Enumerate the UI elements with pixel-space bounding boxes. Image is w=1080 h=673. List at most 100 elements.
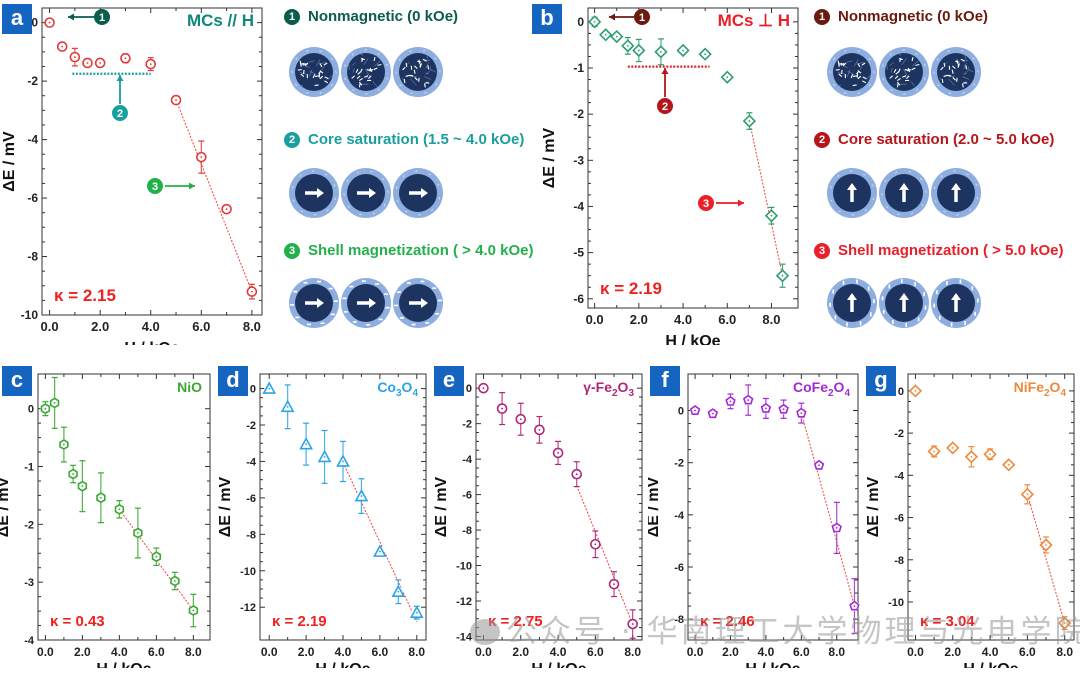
annotation-3-number: 3	[152, 181, 158, 193]
y-tick-label: -4	[462, 454, 473, 466]
y-tick-label: 0	[466, 383, 472, 395]
data-point	[777, 264, 788, 287]
marker-center-dot	[125, 57, 127, 59]
title-part: O	[1050, 379, 1061, 395]
marker-center-dot	[747, 399, 749, 401]
marker-center-dot	[638, 50, 640, 52]
x-tick-label: 0.0	[261, 645, 278, 659]
x-tick-label: 2.0	[91, 319, 109, 334]
particle-schematic-3	[822, 273, 1022, 333]
marker-center-dot	[118, 508, 120, 510]
y-tick-label: -3	[573, 153, 584, 167]
data-point	[553, 441, 563, 464]
data-point	[478, 383, 488, 393]
particle-schematic-2	[284, 163, 484, 223]
data-point	[743, 385, 753, 415]
marker-center-dot	[594, 21, 596, 23]
panel-label-f: f	[650, 366, 680, 396]
y-tick-label: -6	[573, 292, 584, 306]
particle-schematic-1	[822, 42, 1022, 102]
marker-center-dot	[933, 451, 935, 453]
title-part: γ-Fe	[583, 379, 612, 395]
data-point	[171, 95, 181, 105]
data-point	[1003, 459, 1014, 470]
y-tick-label: -10	[21, 308, 39, 322]
data-point	[57, 42, 67, 52]
chart-d: 0.02.04.06.08.00-2-4-6-8-10-12H / kOeΔE …	[216, 362, 432, 668]
data-point	[282, 385, 293, 429]
title-part: O	[402, 379, 413, 395]
chart-title: MCs ⊥ H	[718, 11, 790, 30]
x-axis-label: H / kOe	[124, 340, 179, 345]
y-tick-label: -2	[462, 419, 472, 431]
particle-core	[399, 53, 437, 91]
legend-number-badge: 1	[814, 9, 830, 25]
marker-center-dot	[175, 99, 177, 101]
marker-center-dot	[174, 580, 176, 582]
y-tick-label: -8	[462, 525, 472, 537]
legend-number-badge: 3	[814, 243, 830, 259]
x-axis-label: H / kOe	[745, 661, 800, 668]
y-tick-label: -4	[27, 133, 38, 147]
x-tick-label: 2.0	[630, 312, 648, 327]
x-tick-label: 6.0	[148, 645, 165, 659]
data-point	[114, 501, 124, 518]
legend-text: Shell magnetization ( > 4.0 kOe)	[308, 242, 533, 259]
marker-center-dot	[305, 443, 307, 445]
particle-schematic-2	[822, 163, 1022, 223]
nanoparticle	[827, 47, 877, 97]
shell-spin	[331, 84, 332, 86]
data-point	[247, 284, 257, 299]
x-axis-label: H / kOe	[96, 661, 151, 668]
x-tick-label: 8.0	[243, 319, 261, 334]
nanoparticle	[827, 278, 877, 328]
y-tick-label: -4	[246, 456, 257, 468]
shell-spin	[834, 58, 835, 60]
marker-center-dot	[765, 408, 767, 410]
annotation-1-arrow-head	[68, 14, 74, 21]
marker-center-dot	[660, 51, 662, 53]
particle-core	[937, 53, 975, 91]
data-point	[761, 399, 771, 419]
nanoparticle	[393, 278, 443, 328]
watermark: 公众号 · 华南理工大学物理与光电学院	[470, 606, 1080, 651]
marker-center-dot	[87, 62, 89, 64]
data-point	[929, 446, 940, 457]
legend-text: Nonmagnetic (0 kOe)	[838, 8, 988, 25]
data-point	[985, 449, 996, 460]
x-tick-label: 0.0	[37, 645, 54, 659]
y-tick-label: 0	[31, 16, 38, 30]
annotation-3-arrow-head	[738, 200, 744, 207]
y-tick-label: -5	[573, 246, 584, 260]
data-point	[766, 207, 777, 224]
fit-line	[1027, 494, 1064, 623]
data-point	[779, 400, 789, 418]
data-point	[120, 53, 130, 63]
legend-item-1: 1 Nonmagnetic (0 kOe)	[814, 8, 988, 25]
marker-center-dot	[501, 408, 503, 410]
legend-text: Core saturation (2.0 ~ 5.0 kOe)	[838, 131, 1054, 148]
y-tick-label: -2	[573, 107, 584, 121]
marker-center-dot	[557, 452, 559, 454]
y-tick-label: 0	[678, 406, 684, 418]
plot-frame	[588, 8, 798, 308]
marker-center-dot	[836, 527, 838, 529]
data-point	[301, 423, 312, 465]
x-tick-label: 2.0	[74, 645, 91, 659]
marker-center-dot	[342, 461, 344, 463]
shell-spin	[301, 211, 303, 212]
data-point	[609, 572, 619, 597]
panel-label-b: b	[532, 4, 562, 34]
y-axis-label: ΔE / mV	[0, 476, 12, 537]
data-point	[700, 49, 711, 60]
y-tick-label: -8	[27, 250, 38, 264]
core-spin	[404, 79, 405, 83]
marker-center-dot	[44, 408, 46, 410]
core-spin	[966, 65, 967, 69]
core-spin	[853, 76, 857, 77]
x-axis-label: H / kOe	[963, 661, 1018, 668]
marker-center-dot	[99, 62, 101, 64]
x-tick-label: 4.0	[111, 645, 128, 659]
